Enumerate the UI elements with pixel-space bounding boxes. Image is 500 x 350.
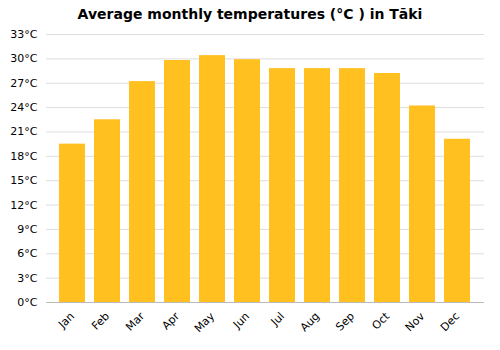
svg-text:6°C: 6°C (17, 247, 37, 260)
svg-text:Jun: Jun (230, 310, 252, 332)
svg-text:May: May (192, 309, 218, 335)
svg-text:24°C: 24°C (10, 101, 37, 114)
svg-text:Dec: Dec (438, 310, 462, 334)
svg-text:15°C: 15°C (10, 174, 37, 187)
svg-text:21°C: 21°C (10, 125, 37, 138)
html-text:Average monthly temperatures (: Average monthly temperatures (°C ) in Tā… (77, 6, 423, 22)
svg-text:Oct: Oct (369, 309, 392, 332)
svg-text:Apr: Apr (159, 309, 182, 332)
svg-text:33°C: 33°C (10, 28, 37, 41)
svg-text:18°C: 18°C (10, 150, 37, 163)
svg-text:0°C: 0°C (17, 296, 37, 309)
svg-text:30°C: 30°C (10, 52, 37, 65)
svg-text:Nov: Nov (403, 309, 428, 334)
svg-text:27°C: 27°C (10, 77, 37, 90)
svg-text:3°C: 3°C (17, 272, 37, 285)
svg-text:Mar: Mar (123, 309, 147, 333)
svg-text:Feb: Feb (89, 310, 112, 333)
svg-text:9°C: 9°C (17, 223, 37, 236)
svg-text:Sep: Sep (333, 310, 357, 334)
svg-text:Jul: Jul (268, 310, 287, 329)
svg-text:Jan: Jan (55, 310, 77, 332)
svg-text:12°C: 12°C (10, 199, 37, 212)
svg-text:Aug: Aug (298, 310, 322, 334)
